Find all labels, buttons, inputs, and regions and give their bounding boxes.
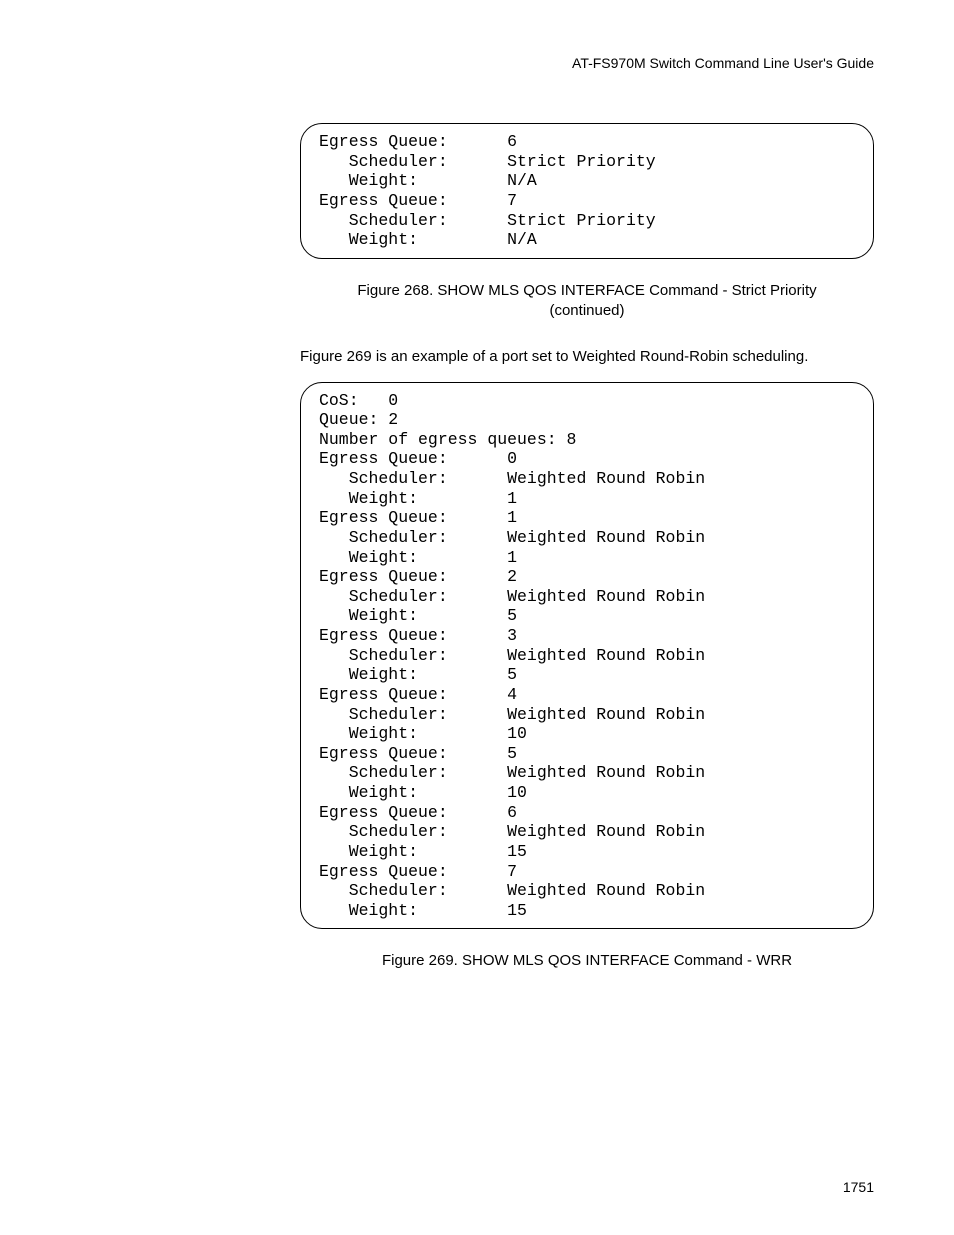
- figure-269-code-box: CoS: 0 Queue: 2 Number of egress queues:…: [300, 382, 874, 930]
- page: AT-FS970M Switch Command Line User's Gui…: [0, 0, 954, 1235]
- content-area: Egress Queue: 6 Scheduler: Strict Priori…: [300, 123, 874, 972]
- page-header: AT-FS970M Switch Command Line User's Gui…: [80, 55, 874, 71]
- body-paragraph: Figure 269 is an example of a port set t…: [300, 347, 874, 367]
- figure-269-caption: Figure 269. SHOW MLS QOS INTERFACE Comma…: [300, 951, 874, 971]
- figure-268-caption-line1: Figure 268. SHOW MLS QOS INTERFACE Comma…: [357, 282, 816, 299]
- header-title: AT-FS970M Switch Command Line User's Gui…: [572, 55, 874, 71]
- figure-268-code-box: Egress Queue: 6 Scheduler: Strict Priori…: [300, 123, 874, 259]
- page-number: 1751: [843, 1179, 874, 1195]
- figure-268-caption: Figure 268. SHOW MLS QOS INTERFACE Comma…: [300, 281, 874, 322]
- figure-268-caption-line2: (continued): [549, 302, 624, 319]
